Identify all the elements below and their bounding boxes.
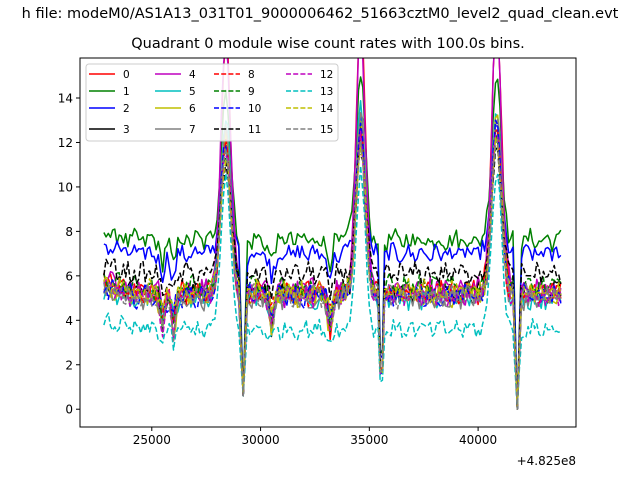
y-tick-label: 2 xyxy=(65,358,73,372)
axes-frame xyxy=(79,57,577,428)
y-tick-label: 8 xyxy=(65,225,73,239)
legend-label-0: 0 xyxy=(123,69,130,81)
legend-label-8: 8 xyxy=(248,69,255,81)
legend-label-3: 3 xyxy=(123,124,130,136)
series-line-15 xyxy=(103,138,562,410)
legend-label-14: 14 xyxy=(320,103,334,115)
x-tick-label: 30000 xyxy=(241,433,279,447)
figure-suptitle: h file: modeM0/AS1A13_031T01_9000006462_… xyxy=(21,6,619,22)
legend-label-1: 1 xyxy=(123,86,130,98)
series-line-11 xyxy=(103,146,562,410)
series-line-13 xyxy=(103,165,561,410)
y-tick-label: 0 xyxy=(65,403,73,417)
axes-title: Quadrant 0 module wise count rates with … xyxy=(131,36,525,52)
axis-ticks: 25000 30000 35000 40000 0 2 4 6 8 10 12 14 +4.825e8 xyxy=(58,92,576,468)
y-tick-label: 10 xyxy=(58,180,73,194)
legend-label-2: 2 xyxy=(123,103,130,115)
plot-lines xyxy=(103,58,562,410)
legend-label-9: 9 xyxy=(248,86,255,98)
x-offset-label: +4.825e8 xyxy=(517,454,576,468)
x-tick-label: 35000 xyxy=(350,433,388,447)
x-tick-label: 25000 xyxy=(133,433,171,447)
legend-label-10: 10 xyxy=(248,103,261,115)
x-tick-label: 40000 xyxy=(459,433,497,447)
legend-label-12: 12 xyxy=(320,69,333,81)
legend-label-7: 7 xyxy=(189,124,196,136)
legend-label-15: 15 xyxy=(320,124,333,136)
series-line-14 xyxy=(103,136,562,410)
y-tick-label: 6 xyxy=(65,269,73,283)
legend-label-5: 5 xyxy=(189,86,196,98)
y-tick-label: 12 xyxy=(58,136,73,150)
legend-box xyxy=(85,63,339,142)
legend-label-6: 6 xyxy=(189,103,196,115)
series-line-1 xyxy=(103,76,562,410)
y-tick-label: 4 xyxy=(65,314,73,328)
series-line-2 xyxy=(103,113,562,410)
legend-label-4: 4 xyxy=(189,69,196,81)
y-tick-label: 14 xyxy=(58,92,73,106)
legend-label-13: 13 xyxy=(320,86,333,98)
legend-label-11: 11 xyxy=(248,124,261,136)
